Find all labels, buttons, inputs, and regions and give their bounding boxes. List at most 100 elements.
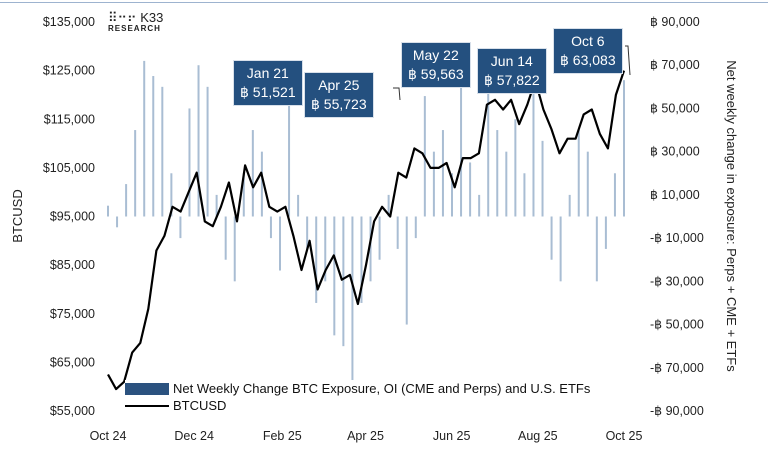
- bar: [577, 130, 580, 217]
- bar: [161, 86, 164, 217]
- bar: [342, 216, 345, 347]
- bar: [260, 151, 263, 217]
- x-tick-label: Jun 25: [433, 429, 471, 443]
- annotation-value: ฿ 51,521: [240, 84, 296, 100]
- annotation-box: May 22 ฿ 59,563: [401, 42, 471, 88]
- bar: [279, 216, 281, 271]
- bar: [288, 105, 291, 217]
- bar: [315, 216, 318, 303]
- annotation-date: Jan 21: [246, 65, 289, 81]
- bar: [360, 216, 363, 303]
- logo-name: K33: [140, 10, 164, 25]
- left-tick-label: $125,000: [43, 64, 95, 78]
- annotation-box: Oct 6 ฿ 63,083: [553, 28, 623, 74]
- right-tick-label: ฿ 70,000: [650, 58, 700, 72]
- annotation-date: May 22: [412, 47, 459, 63]
- bar: [269, 216, 272, 239]
- bar: [396, 216, 399, 249]
- bar: [568, 194, 571, 217]
- legend: Net Weekly Change BTC Exposure, OI (CME …: [125, 380, 591, 414]
- annotation-date: Oct 6: [571, 33, 605, 49]
- left-tick-label: $95,000: [50, 210, 95, 224]
- bar: [369, 216, 372, 282]
- bar: [441, 130, 444, 217]
- bar: [215, 194, 218, 217]
- bar: [432, 151, 435, 217]
- left-tick-label: $75,000: [50, 307, 95, 321]
- bar: [251, 130, 254, 217]
- annotation-value: ฿ 59,563: [408, 66, 464, 82]
- left-tick-label: $55,000: [50, 404, 95, 418]
- bar: [116, 216, 119, 228]
- right-tick-label: ฿ 10,000: [650, 188, 700, 202]
- bar: [505, 151, 508, 217]
- bar: [414, 216, 417, 239]
- annotation-box: Jun 14 ฿ 57,822: [477, 48, 547, 94]
- legend-swatch-bar: [125, 382, 169, 395]
- bar: [188, 108, 191, 217]
- legend-item-bars: Net Weekly Change BTC Exposure, OI (CME …: [125, 380, 590, 397]
- bar: [242, 173, 245, 217]
- right-tick-label: -฿ 30,000: [650, 274, 704, 288]
- bar: [224, 216, 227, 260]
- legend-item-line: BTCUSD: [125, 397, 590, 414]
- right-tick-label: ฿ 50,000: [650, 101, 700, 115]
- left-axis-title: BTCUSD: [10, 189, 25, 242]
- right-tick-label: -฿ 70,000: [650, 361, 704, 375]
- annotation-leader-line: [393, 87, 401, 101]
- bar: [451, 173, 453, 217]
- bar: [378, 216, 381, 260]
- bar: [125, 184, 128, 217]
- bar: [333, 216, 336, 336]
- logo-mark-icon: ⠿⠒⠖: [108, 10, 141, 25]
- bar: [107, 205, 109, 217]
- x-tick-label: Feb 25: [263, 429, 302, 443]
- bar: [478, 194, 481, 217]
- annotation-value: ฿ 63,083: [560, 52, 616, 68]
- bar: [550, 216, 553, 260]
- bar: [487, 91, 490, 217]
- logo-sub: RESEARCH: [108, 24, 161, 33]
- right-tick-label: -฿ 90,000: [650, 404, 704, 418]
- annotation-leader-line: [625, 45, 631, 76]
- bar: [613, 173, 616, 217]
- right-tick-label: -฿ 10,000: [650, 231, 704, 245]
- right-axis-title: Net weekly change in exposure: Perps + C…: [724, 60, 739, 372]
- annotation-box: Apr 25 ฿ 55,723: [304, 72, 374, 118]
- legend-label: Net Weekly Change BTC Exposure, OI (CME …: [173, 381, 591, 396]
- legend-swatch-line: [125, 404, 169, 407]
- btcusd-line: [107, 70, 626, 391]
- right-tick-label: ฿ 30,000: [650, 145, 700, 159]
- left-tick-label: $65,000: [50, 355, 95, 369]
- bar: [496, 130, 499, 217]
- x-tick-label: Apr 25: [347, 429, 384, 443]
- bar: [297, 194, 300, 217]
- k33-logo: ⠿⠒⠖ K33 RESEARCH: [108, 10, 164, 34]
- right-tick-label: -฿ 50,000: [650, 318, 704, 332]
- bar: [197, 65, 200, 217]
- bar: [306, 216, 309, 249]
- bar: [351, 216, 354, 394]
- bar: [233, 216, 236, 282]
- x-tick-label: Oct 25: [606, 429, 643, 443]
- legend-label: BTCUSD: [173, 398, 227, 413]
- bar: [559, 216, 562, 282]
- bar: [523, 173, 526, 217]
- bar: [460, 87, 463, 217]
- bar: [604, 216, 607, 249]
- bar: [206, 86, 209, 217]
- annotation-date: Jun 14: [490, 53, 533, 69]
- bar: [324, 216, 327, 282]
- bar: [134, 130, 137, 217]
- left-tick-label: $135,000: [43, 15, 95, 29]
- left-tick-label: $115,000: [44, 112, 95, 126]
- bar: [541, 140, 544, 217]
- bar: [387, 194, 390, 217]
- bar: [623, 80, 625, 217]
- bar: [405, 216, 408, 325]
- annotation-date: Apr 25: [318, 77, 360, 93]
- bar: [143, 60, 146, 217]
